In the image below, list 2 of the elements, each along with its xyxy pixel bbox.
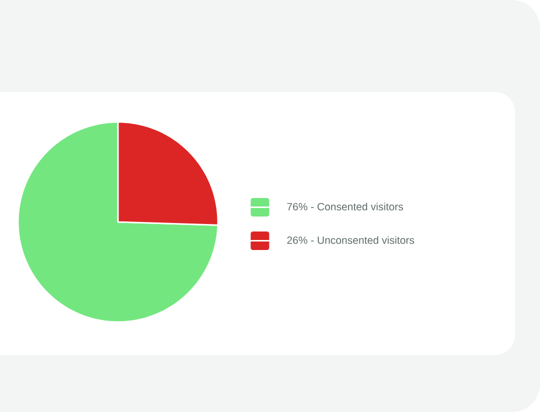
legend-label: 76% - Consented visitors (287, 202, 403, 210)
legend-label: 26% - Unconsented visitors (287, 236, 414, 244)
